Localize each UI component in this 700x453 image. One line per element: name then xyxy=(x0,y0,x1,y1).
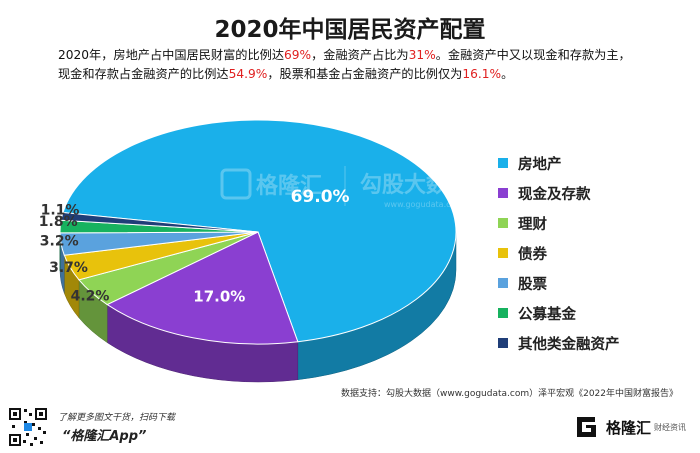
desc-highlight: 54.9% xyxy=(228,67,268,81)
logo-text: 格隆汇 xyxy=(605,418,651,437)
desc-text: 。金融资产中又以现金和存款为主， xyxy=(435,48,631,62)
app-name: “格隆汇App” xyxy=(62,429,147,444)
legend-label: 债券 xyxy=(518,246,547,263)
legend-swatch xyxy=(498,308,508,318)
watermark-logo-icon xyxy=(220,168,252,200)
watermark-url: www.gogudata.com xyxy=(384,200,463,209)
pie-data-label: 17.0% xyxy=(193,288,245,306)
pie-data-label: 69.0% xyxy=(291,187,350,207)
pie-slice xyxy=(60,212,259,233)
legend-label: 房地产 xyxy=(518,156,562,173)
legend-item: 房地产 xyxy=(498,148,688,178)
legend-label: 理财 xyxy=(518,216,547,233)
legend-item: 其他类金融资产 xyxy=(498,328,688,358)
pie-data-label: 3.2% xyxy=(40,234,79,250)
legend-item: 公募基金 xyxy=(498,298,688,328)
legend-label: 其他类金融资产 xyxy=(518,336,620,353)
legend-swatch xyxy=(498,158,508,168)
pie-data-label: 3.7% xyxy=(49,260,88,276)
desc-text: ，股票和基金占金融资产的比例仅为 xyxy=(267,67,463,81)
desc-highlight: 31% xyxy=(408,48,436,62)
legend-item: 现金及存款 xyxy=(498,178,688,208)
desc-text: 现金和存款占金融资产的比例达 xyxy=(58,67,229,81)
legend-label: 股票 xyxy=(518,276,547,293)
pie-slice xyxy=(62,119,457,343)
pie-data-label: 1.8% xyxy=(39,214,78,230)
desc-highlight: 69% xyxy=(284,48,312,62)
description-line-1: 2020年，房地产占中国居民财富的比例达69%，金融资产占比为31%。金融资产中… xyxy=(58,46,688,65)
watermark: 格隆汇 勾股大数据 www.gogudata.com xyxy=(220,166,470,209)
legend: 房地产现金及存款理财债券股票公募基金其他类金融资产 xyxy=(498,148,688,358)
pie-data-label: 4.2% xyxy=(71,288,110,304)
legend-swatch xyxy=(498,218,508,228)
pie-data-label: 1.1% xyxy=(41,202,80,218)
legend-swatch xyxy=(498,248,508,258)
brand-logo: 格隆汇 财经资讯 xyxy=(573,414,686,440)
description: 2020年，房地产占中国居民财富的比例达69%，金融资产占比为31%。金融资产中… xyxy=(58,46,688,84)
legend-label: 公募基金 xyxy=(518,306,576,323)
legend-label: 现金及存款 xyxy=(518,186,591,203)
legend-item: 债券 xyxy=(498,238,688,268)
source-note: 数据支持：勾股大数据（www.gogudata.com）泽平宏观《2022年中国… xyxy=(340,389,678,399)
legend-item: 股票 xyxy=(498,268,688,298)
watermark-brand: 格隆汇 xyxy=(256,173,322,199)
chart-title: 2020年中国居民资产配置 xyxy=(214,17,486,43)
desc-text: 2020年，房地产占中国居民财富的比例达 xyxy=(58,48,285,62)
scan-hint: 了解更多图文干货，扫码下载 xyxy=(58,413,176,423)
pie-slice xyxy=(106,231,299,345)
desc-highlight: 16.1% xyxy=(462,67,502,81)
legend-swatch xyxy=(498,338,508,348)
qr-code-icon xyxy=(8,407,48,447)
desc-text: ，金融资产占比为 xyxy=(311,48,409,62)
legend-swatch xyxy=(498,278,508,288)
description-line-2: 现金和存款占金融资产的比例达54.9%，股票和基金占金融资产的比例仅为16.1%… xyxy=(58,65,688,84)
logo-sub: 财经资讯 xyxy=(654,422,686,432)
watermark-name: 勾股大数据 xyxy=(360,172,470,198)
legend-swatch xyxy=(498,188,508,198)
desc-text: 。 xyxy=(501,67,514,81)
logo-mark-icon xyxy=(576,417,596,437)
legend-item: 理财 xyxy=(498,208,688,238)
footer xyxy=(0,403,700,453)
